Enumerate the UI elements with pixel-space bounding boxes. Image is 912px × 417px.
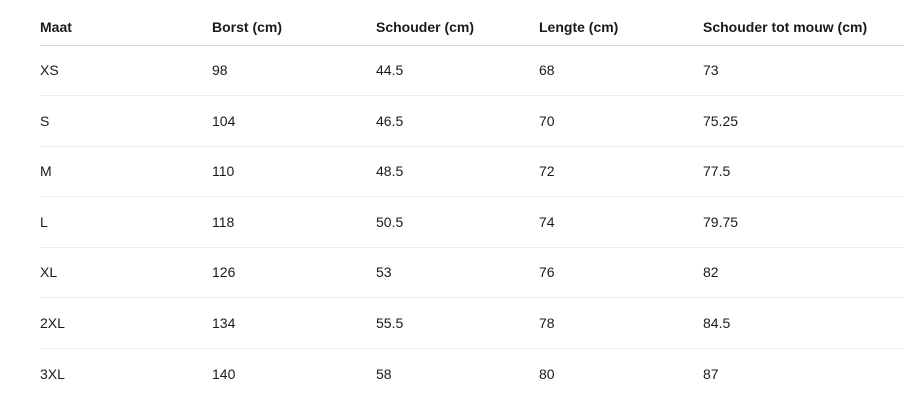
table-row: L 118 50.5 74 79.75	[40, 196, 904, 248]
cell-size: XL	[40, 247, 212, 298]
cell-length: 80	[539, 365, 555, 382]
cell-shoulder: 55.5	[376, 297, 539, 349]
cell-shoulder: 50.5	[376, 196, 539, 248]
cell-length: 72	[539, 146, 703, 197]
cell-shoulder: 53	[376, 247, 539, 298]
table-row: M 110 48.5 72 77.5	[40, 146, 904, 197]
cell-size: XS	[40, 45, 212, 96]
cell-chest: 140	[212, 365, 236, 382]
cell-shoulder-to-sleeve: 84.5	[703, 297, 904, 349]
cell-chest: 126	[212, 247, 376, 298]
cell-size: S	[40, 95, 212, 147]
cell-size: 3XL	[40, 365, 65, 382]
cell-length: 76	[539, 247, 703, 298]
table-row: XL 126 53 76 82	[40, 247, 904, 298]
table-header-row: Maat Borst (cm) Schouder (cm) Lengte (cm) Sc…	[40, 0, 904, 46]
cell-shoulder-to-sleeve: 87	[703, 365, 719, 382]
cell-length: 70	[539, 95, 703, 147]
cell-chest: 134	[212, 297, 376, 349]
cell-shoulder-to-sleeve: 75.25	[703, 95, 904, 147]
cell-shoulder: 46.5	[376, 95, 539, 147]
size-chart-table: Maat Borst (cm) Schouder (cm) Lengte (cm) Sc…	[40, 0, 904, 399]
cell-chest: 118	[212, 196, 376, 248]
cell-shoulder-to-sleeve: 82	[703, 247, 904, 298]
table-row: S 104 46.5 70 75.25	[40, 95, 904, 147]
cell-chest: 98	[212, 45, 376, 96]
cell-shoulder: 48.5	[376, 146, 539, 197]
cell-size: L	[40, 196, 212, 248]
cell-size: M	[40, 146, 212, 197]
cell-size: 2XL	[40, 297, 212, 349]
cell-chest: 110	[212, 146, 376, 197]
column-header-length: Lengte (cm)	[539, 0, 703, 46]
cell-shoulder: 44.5	[376, 45, 539, 96]
cell-shoulder: 58	[376, 365, 392, 382]
table-row: XS 98 44.5 68 73	[40, 45, 904, 96]
cell-shoulder-to-sleeve: 79.75	[703, 196, 904, 248]
cell-length: 68	[539, 45, 703, 96]
cell-length: 78	[539, 297, 703, 349]
cell-chest: 104	[212, 95, 376, 147]
cell-shoulder-to-sleeve: 73	[703, 45, 904, 96]
column-header-shoulder: Schouder (cm)	[376, 0, 539, 46]
table-row: 3XL 140 58 80 87	[40, 348, 904, 399]
cell-shoulder-to-sleeve: 77.5	[703, 146, 904, 197]
cell-length: 74	[539, 196, 703, 248]
column-header-chest: Borst (cm)	[212, 0, 376, 46]
column-header-size: Maat	[40, 0, 212, 46]
column-header-shoulder-to-sleeve: Schouder tot mouw (cm)	[703, 0, 904, 46]
table-row: 2XL 134 55.5 78 84.5	[40, 297, 904, 349]
